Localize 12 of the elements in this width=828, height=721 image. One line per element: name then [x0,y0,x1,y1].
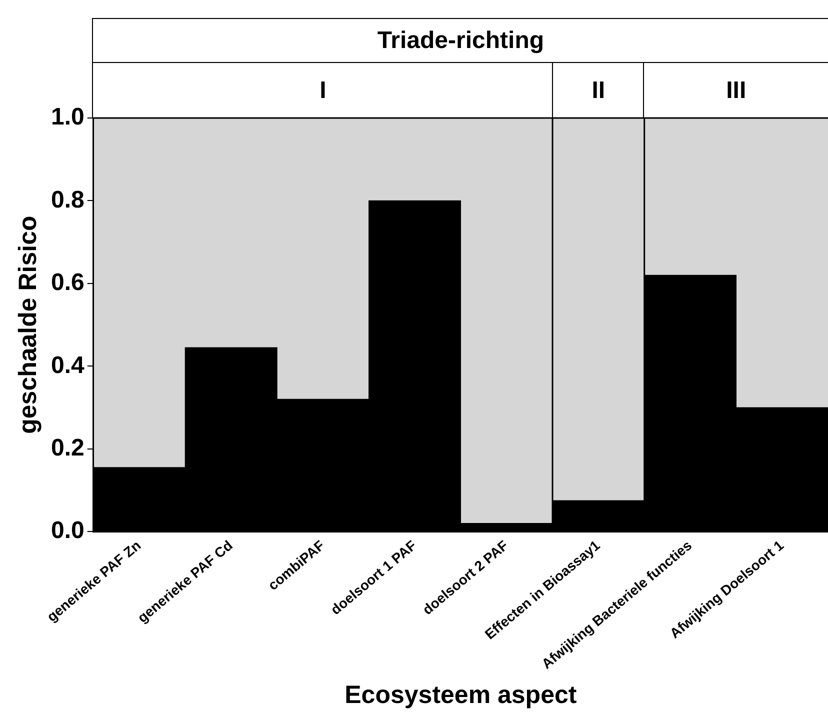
y-tick-label: 0.8 [50,186,84,214]
y-tick-label: 0.6 [50,269,84,296]
x-axis-title: Ecosysteem aspect [344,680,578,709]
band-label: I [320,76,326,104]
y-tick-label: 0.2 [50,434,84,462]
y-tick-label: 0.0 [50,517,84,544]
chart-title: Triade-richting [377,26,544,54]
band-label: III [726,76,746,104]
y-tick-label: 0.4 [50,352,86,379]
band-label: II [592,76,606,104]
y-axis-title: geschaalde Risico [14,216,42,434]
y-tick-label: 1.0 [50,104,84,131]
